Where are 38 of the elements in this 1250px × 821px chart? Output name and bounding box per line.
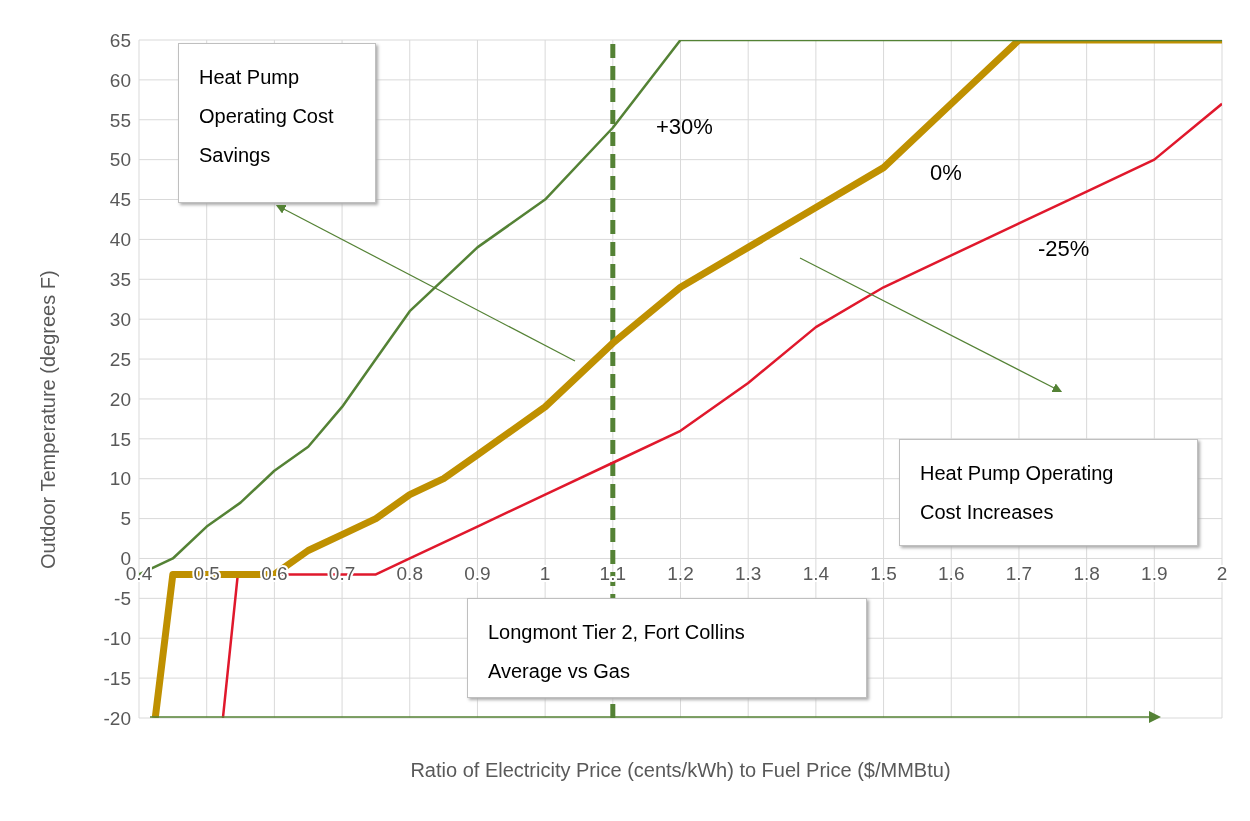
y-tick-label: 5 <box>120 508 131 530</box>
y-axis-title: Outdoor Temperature (degrees F) <box>37 270 60 569</box>
y-tick-label: 25 <box>109 348 131 370</box>
x-tick-label: 2 <box>1216 563 1228 585</box>
y-tick-label: 55 <box>109 109 131 131</box>
series-label: +30% <box>656 114 713 140</box>
y-tick-label: 65 <box>109 29 131 51</box>
x-tick-label: 1.3 <box>734 563 762 585</box>
x-tick-label: 1.2 <box>667 563 694 585</box>
x-tick-label: 1.5 <box>870 563 897 585</box>
y-tick-label: -10 <box>103 627 131 649</box>
y-tick-label: 10 <box>109 468 131 490</box>
text-box: Longmont Tier 2, Fort Collins Average vs Gas <box>467 598 867 698</box>
y-tick-label: 35 <box>109 269 131 291</box>
y-tick-label: 15 <box>109 428 131 450</box>
y-tick-label: 30 <box>109 308 131 330</box>
text-box: Heat Pump Operating Cost Savings <box>178 43 376 203</box>
y-tick-label: -15 <box>103 667 131 689</box>
x-tick-label: 1.9 <box>1141 563 1168 585</box>
x-tick-label: 1.6 <box>938 563 965 585</box>
x-tick-label: 1.1 <box>599 563 627 585</box>
series-label: -25% <box>1038 236 1090 262</box>
y-tick-label: 50 <box>109 149 131 171</box>
x-tick-label: 0.9 <box>464 563 491 585</box>
y-tick-label: -20 <box>103 707 131 729</box>
x-tick-label: 1.4 <box>802 563 830 585</box>
x-tick-label: 0.8 <box>396 563 423 585</box>
series-label: 0% <box>930 160 962 186</box>
x-axis-title: Ratio of Electricity Price (cents/kWh) to Fuel Price ($/MMBtu) <box>410 759 951 781</box>
y-tick-label: 20 <box>109 388 131 410</box>
text-box: Heat Pump Operating Cost Increases <box>899 439 1198 546</box>
x-tick-label: 1.8 <box>1073 563 1100 585</box>
x-tick-label: 1.7 <box>1005 563 1033 585</box>
y-tick-label: 60 <box>109 69 131 91</box>
y-tick-label: 45 <box>109 189 131 211</box>
y-tick-label: 40 <box>109 229 131 251</box>
x-tick-label: 1 <box>539 563 551 585</box>
y-tick-label: -5 <box>114 588 131 610</box>
